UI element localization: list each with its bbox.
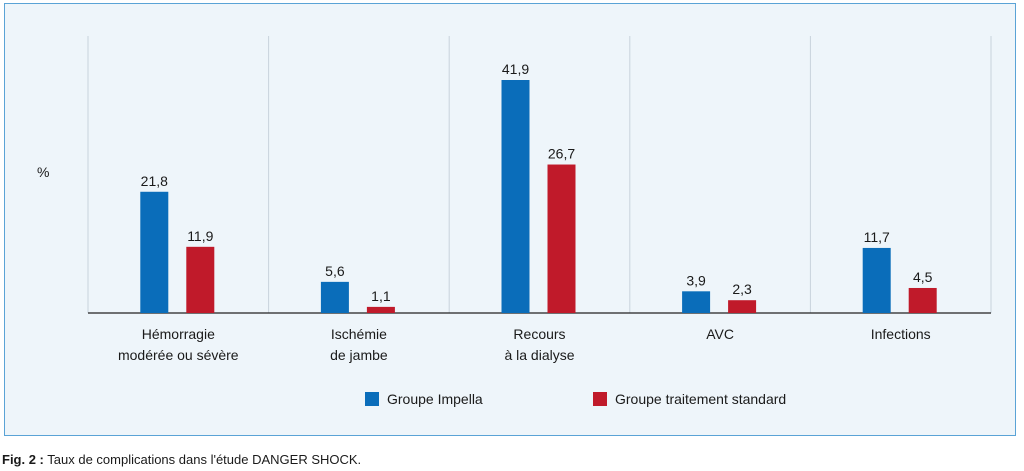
- bar: [186, 246, 215, 313]
- data-label: 41,9: [502, 61, 529, 77]
- bar-chart: 21,8 11,9 5,6 1,1 41,9 26,7 3,9 2,3 11,7 4,5: [87, 36, 992, 314]
- data-label: 26,7: [548, 146, 575, 162]
- bar: [320, 281, 349, 313]
- data-label: 3,9: [686, 272, 706, 288]
- data-label: 5,6: [325, 263, 345, 279]
- legend-label: Groupe traitement standard: [615, 391, 787, 407]
- legend: Groupe Impella Groupe traitement standard: [5, 391, 1017, 411]
- bar: [366, 306, 395, 313]
- bar: [547, 164, 576, 313]
- legend-label: Groupe Impella: [387, 391, 483, 407]
- category-label: Infections: [870, 326, 931, 342]
- data-label: 11,7: [864, 229, 890, 245]
- bar: [140, 191, 169, 313]
- caption-text: Taux de complications dans l'étude DANGE…: [43, 452, 362, 467]
- data-label: 2,3: [732, 281, 752, 297]
- bar: [728, 300, 757, 313]
- bar: [501, 80, 530, 313]
- chart-panel: 21,8 11,9 5,6 1,1 41,9 26,7 3,9 2,3 11,7 4,5 % Hé…: [4, 3, 1016, 436]
- y-axis-label: %: [37, 164, 50, 180]
- bar: [908, 287, 937, 313]
- legend-item: Groupe Impella: [365, 391, 483, 407]
- legend-swatch: [593, 392, 607, 406]
- figure-caption: Fig. 2 : Taux de complications dans l'ét…: [2, 452, 361, 467]
- caption-prefix: Fig. 2 :: [2, 452, 44, 467]
- category-label: AVC: [706, 326, 734, 342]
- data-label: 1,1: [371, 288, 391, 304]
- category-label: Hémorragie modérée ou sévère: [117, 326, 239, 363]
- data-label: 21,8: [141, 173, 168, 189]
- category-label: Ischémie de jambe: [330, 326, 388, 363]
- legend-swatch: [365, 392, 379, 406]
- category-label: Recours à la dialyse: [504, 326, 575, 363]
- bar: [682, 291, 711, 313]
- bar: [862, 247, 891, 313]
- data-label: 4,5: [913, 269, 933, 285]
- data-label: 11,9: [187, 228, 213, 244]
- legend-item: Groupe traitement standard: [593, 391, 786, 407]
